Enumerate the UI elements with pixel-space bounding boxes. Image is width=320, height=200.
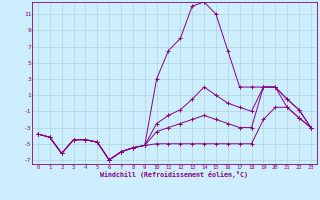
X-axis label: Windchill (Refroidissement éolien,°C): Windchill (Refroidissement éolien,°C) [100,171,248,178]
